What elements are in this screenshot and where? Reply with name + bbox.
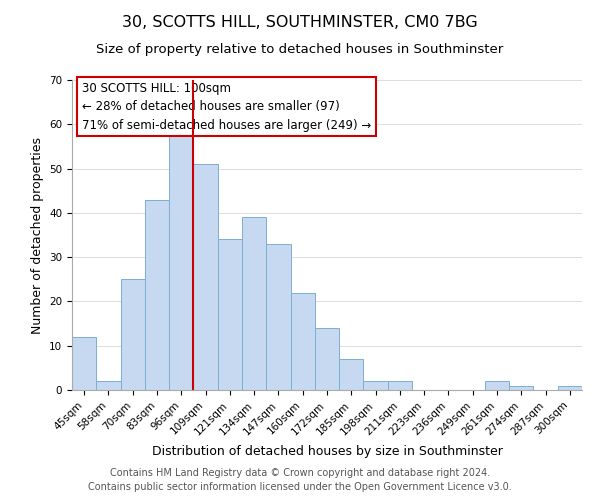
Bar bbox=[509, 386, 533, 390]
Bar bbox=[121, 280, 145, 390]
Text: Size of property relative to detached houses in Southminster: Size of property relative to detached ho… bbox=[97, 42, 503, 56]
Text: Contains public sector information licensed under the Open Government Licence v3: Contains public sector information licen… bbox=[88, 482, 512, 492]
Bar bbox=[169, 133, 193, 390]
Bar bbox=[96, 381, 121, 390]
Bar bbox=[364, 381, 388, 390]
Bar bbox=[193, 164, 218, 390]
Bar bbox=[72, 337, 96, 390]
Bar bbox=[290, 292, 315, 390]
Bar bbox=[485, 381, 509, 390]
Bar bbox=[315, 328, 339, 390]
Text: 30, SCOTTS HILL, SOUTHMINSTER, CM0 7BG: 30, SCOTTS HILL, SOUTHMINSTER, CM0 7BG bbox=[122, 15, 478, 30]
Bar bbox=[242, 218, 266, 390]
Bar bbox=[266, 244, 290, 390]
Y-axis label: Number of detached properties: Number of detached properties bbox=[31, 136, 44, 334]
Bar bbox=[558, 386, 582, 390]
Bar bbox=[388, 381, 412, 390]
X-axis label: Distribution of detached houses by size in Southminster: Distribution of detached houses by size … bbox=[152, 445, 502, 458]
Bar bbox=[218, 240, 242, 390]
Text: 30 SCOTTS HILL: 100sqm
← 28% of detached houses are smaller (97)
71% of semi-det: 30 SCOTTS HILL: 100sqm ← 28% of detached… bbox=[82, 82, 371, 132]
Bar bbox=[145, 200, 169, 390]
Text: Contains HM Land Registry data © Crown copyright and database right 2024.: Contains HM Land Registry data © Crown c… bbox=[110, 468, 490, 477]
Bar bbox=[339, 359, 364, 390]
